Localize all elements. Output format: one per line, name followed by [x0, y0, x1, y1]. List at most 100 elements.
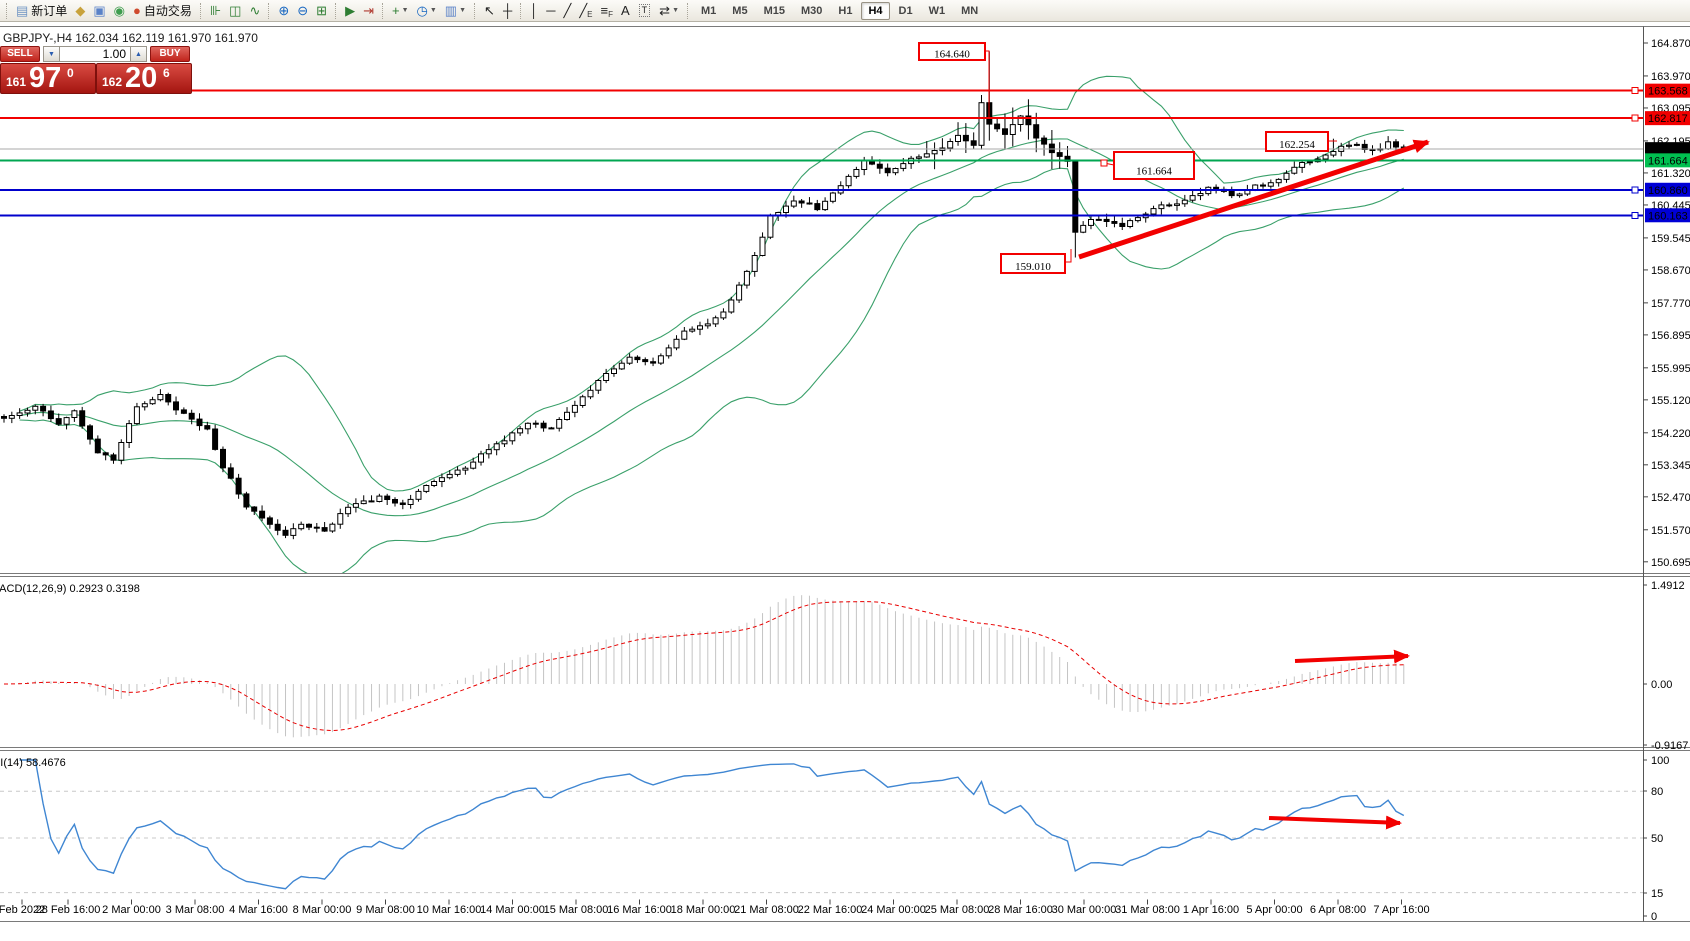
timeframe-mn-button[interactable]: MN	[961, 4, 979, 17]
time-tick: 2 Mar 00:00	[102, 904, 161, 916]
line-chart-button[interactable]: ∿	[245, 0, 264, 22]
chart-shift-button[interactable]: ⇥	[359, 0, 378, 22]
indicators-button[interactable]: + ▼	[388, 0, 413, 22]
hline-marker[interactable]	[1631, 186, 1639, 194]
macd-panel: MACD(12,26,9) 0.2923 0.3198 1.4912 0.00 -0.…	[0, 580, 1688, 752]
buy-price[interactable]: 162 20 6	[96, 62, 192, 94]
auto-scroll-button[interactable]: ▶	[341, 0, 359, 22]
buy-button[interactable]: BUY	[150, 46, 190, 62]
timeframe-m1-button[interactable]: M1	[701, 4, 717, 17]
vertical-line-button[interactable]: │	[526, 0, 542, 22]
indicators-caret-icon[interactable]: ▼	[401, 7, 409, 14]
trend-arrows[interactable]	[1078, 139, 1430, 830]
price-label-164640[interactable]	[918, 42, 986, 61]
trendline-button[interactable]: ╱	[560, 0, 576, 22]
metaeditor-icon: ◆	[75, 2, 86, 18]
trend-arrow-macd[interactable]	[1294, 649, 1410, 664]
zoom-in-button[interactable]: ⊕	[274, 0, 293, 22]
price-badge	[1645, 111, 1690, 126]
timeframe-h4-button[interactable]: H4	[861, 1, 890, 20]
one-click-trading-panel: SELL ▼ ▲ BUY 161 97 0 162 20 6	[0, 46, 192, 94]
templates-button[interactable]: ▥ ▼	[441, 0, 470, 22]
main-chart-layer	[1, 51, 1407, 573]
sell-price[interactable]: 161 97 0	[0, 62, 96, 94]
crosshair-button[interactable]: ┼	[499, 0, 516, 22]
sell-button[interactable]: SELL	[0, 46, 40, 62]
periods-button[interactable]: ◷ ▼	[413, 0, 441, 22]
price-tick: 157.770	[1651, 298, 1690, 310]
rsi-axis-tick: 80	[1651, 786, 1663, 798]
timeframe-m5-button[interactable]: M5	[732, 4, 748, 17]
templates-caret-icon[interactable]: ▼	[459, 7, 467, 14]
timeframe-d1-button[interactable]: D1	[898, 4, 913, 17]
volume-decrease-button[interactable]: ▼	[43, 46, 60, 62]
price-label-159010-text: 159.010	[1015, 261, 1051, 273]
price-badge-text: 160.860	[1648, 185, 1688, 197]
timeframe-w1-button[interactable]: W1	[928, 4, 946, 17]
arrows-icon: ⇄	[659, 2, 671, 18]
price-badge	[1645, 142, 1690, 157]
timeframe-h1-button[interactable]: H1	[838, 4, 853, 17]
fibonacci-button[interactable]: ≡ F	[597, 0, 617, 22]
arrows-button[interactable]: ⇄ ▼	[655, 0, 683, 22]
volume-increase-button[interactable]: ▲	[130, 46, 147, 62]
candlestick-chart-button[interactable]: ◫	[225, 0, 245, 22]
tile-windows-button[interactable]: ⊞	[312, 0, 331, 22]
text-label-button[interactable]: T	[634, 0, 656, 22]
equidistant-channel-button[interactable]: ╱ E	[575, 0, 596, 22]
price-tick: 155.995	[1651, 363, 1690, 375]
macd-label: MACD(12,26,9) 0.2923 0.3198	[0, 583, 140, 595]
text-button[interactable]: A	[617, 0, 634, 22]
price-tick: 158.670	[1651, 265, 1690, 277]
price-badge-text: 163.568	[1648, 86, 1688, 98]
toolbar-separator	[268, 2, 270, 19]
time-tick: 28 Mar 16:00	[988, 904, 1053, 916]
toolbar-separator	[474, 2, 476, 19]
horizontal-line-icon: ─	[546, 2, 556, 18]
metaeditor-button[interactable]: ◆	[71, 0, 89, 22]
hline-marker[interactable]	[1631, 87, 1639, 95]
rsi-axis-tick: 50	[1651, 833, 1663, 845]
autotrading-icon: ●	[132, 2, 141, 18]
autotrading-button[interactable]: ● 自动交易	[129, 0, 196, 22]
bar-chart-button[interactable]: ⊪	[206, 0, 225, 22]
chart-canvas[interactable]: 164.870163.970163.095162.195161.320160.4…	[0, 22, 1690, 941]
timeframe-m30-button[interactable]: M30	[800, 4, 823, 17]
trend-arrow-rsi[interactable]	[1268, 815, 1402, 830]
hline-marker[interactable]	[1631, 211, 1639, 219]
price-tick: 163.970	[1651, 71, 1690, 83]
periods-caret-icon[interactable]: ▼	[429, 7, 437, 14]
volume-input[interactable]	[60, 46, 130, 62]
symbol-ohlc: GBPJPY-,H4 162.034 162.119 161.970 161.9…	[3, 31, 258, 45]
horizontal-line-button[interactable]: ─	[542, 0, 559, 22]
trendline-icon: ╱	[563, 2, 572, 18]
trend-arrow-main[interactable]	[1078, 139, 1430, 260]
price-label-161664[interactable]	[1113, 151, 1195, 180]
hline-marker[interactable]	[1631, 114, 1639, 122]
time-tick: Feb 2022	[0, 904, 45, 916]
price-annotations[interactable]: 164.640 162.254 161.664 159.010	[918, 42, 1337, 274]
macd-axis-tick: 1.4912	[1651, 580, 1685, 592]
new-order-button[interactable]: ▤ 新订单	[12, 0, 71, 22]
periods-icon: ◷	[416, 2, 428, 18]
price-badge-text: 161.664	[1648, 155, 1688, 167]
terminal-button[interactable]: ▣	[89, 0, 109, 22]
price-scale[interactable]: 164.870163.970163.095162.195161.320160.4…	[1643, 38, 1690, 569]
cursor-button[interactable]: ↖	[480, 0, 499, 22]
time-tick: 9 Mar 08:00	[356, 904, 415, 916]
crosshair-icon: ┼	[502, 2, 513, 18]
zoom-out-icon: ⊖	[297, 2, 309, 18]
toolbar: ▤ 新订单 ◆ ▣ ◉ ● 自动交易 ⊪ ◫ ∿ ⊕ ⊖ ⊞ ▶ ⇥ + ▼ ◷ ▼ ▥ ▼ ↖ ┼ │ ─ ╱ ╱ E ≡ F A T ⇄ ▼ M…	[0, 0, 1690, 22]
price-badge-text: 162.817	[1648, 113, 1688, 125]
arrows-caret-icon[interactable]: ▼	[672, 7, 679, 14]
bollinger-bands	[19, 75, 1405, 573]
new-order-icon: ▤	[16, 2, 29, 18]
price-label-159010[interactable]	[1000, 253, 1066, 274]
price-label-162254[interactable]	[1265, 131, 1329, 152]
signals-button[interactable]: ◉	[110, 0, 129, 22]
equidistant-channel-icon-letter: E	[587, 9, 593, 19]
sell-price-point: 0	[67, 66, 74, 80]
timeframe-m15-button[interactable]: M15	[763, 4, 785, 17]
zoom-out-button[interactable]: ⊖	[293, 0, 312, 22]
